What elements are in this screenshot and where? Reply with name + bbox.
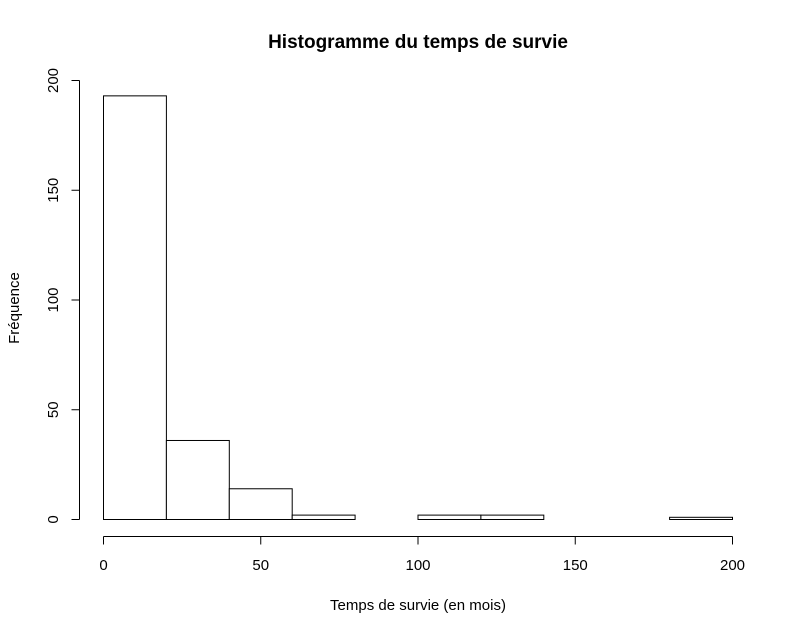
x-tick-label: 0: [99, 557, 107, 574]
histogram-bar: [228, 488, 293, 520]
histogram-bar: [669, 516, 733, 520]
chart-title: Histogramme du temps de survie: [268, 32, 568, 53]
histogram-bar: [480, 514, 545, 520]
histogram-bar: [103, 95, 167, 521]
y-tick-label: 150: [45, 178, 62, 203]
x-axis-label: Temps de survie (en mois): [330, 597, 506, 614]
y-axis: 0 50 100 150 200: [45, 68, 80, 524]
y-tick-label: 100: [45, 287, 62, 312]
y-tick-label: 50: [45, 401, 62, 418]
x-tick-label: 200: [720, 557, 745, 574]
histogram-bar: [417, 514, 482, 520]
y-tick-label: 0: [45, 515, 62, 523]
x-tick-label: 100: [405, 557, 430, 574]
y-axis-label: Fréquence: [6, 272, 23, 344]
y-tick-label: 200: [45, 68, 62, 93]
histogram-bar: [291, 514, 356, 520]
x-axis: 0 50 100 150 200: [99, 536, 745, 574]
bars-group: [103, 95, 733, 521]
histogram-bar: [165, 439, 230, 521]
x-tick-label: 50: [252, 557, 269, 574]
x-tick-label: 150: [563, 557, 588, 574]
